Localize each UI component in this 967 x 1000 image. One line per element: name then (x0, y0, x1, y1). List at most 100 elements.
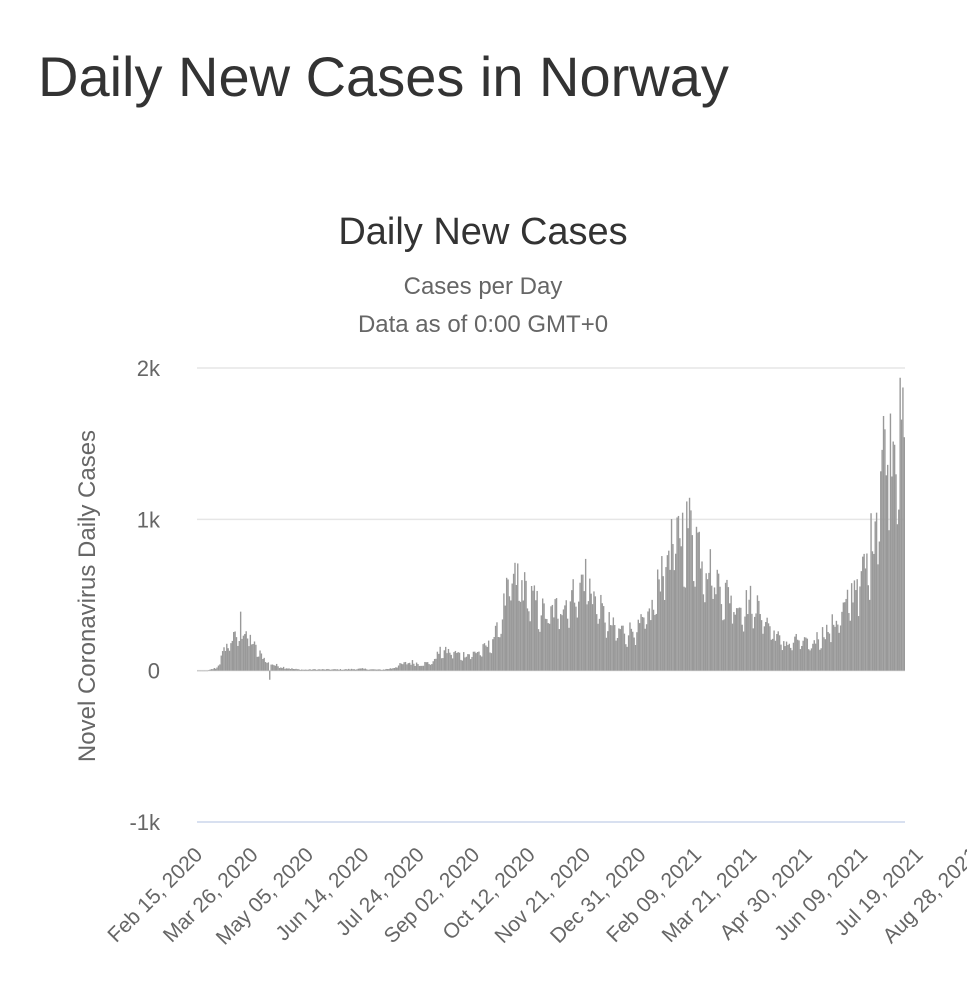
bar (489, 652, 491, 671)
bar (803, 637, 806, 671)
bar (249, 634, 252, 671)
bar (529, 621, 531, 671)
bar (490, 653, 493, 671)
bar (255, 644, 257, 671)
bar (440, 658, 443, 671)
bar (517, 563, 519, 671)
bar (643, 617, 645, 671)
bar (263, 657, 265, 671)
bar (392, 668, 394, 671)
bar (898, 509, 900, 671)
bar (842, 602, 845, 671)
bar (788, 643, 791, 671)
bar (661, 556, 663, 671)
bar (242, 635, 245, 671)
bar (832, 624, 835, 671)
bar (356, 669, 358, 671)
bar (602, 606, 605, 671)
bar (228, 650, 231, 671)
bar (461, 660, 464, 671)
bar (406, 664, 408, 671)
bar (895, 474, 897, 671)
bar (223, 647, 225, 671)
bar (270, 664, 272, 671)
bar (712, 598, 714, 671)
bar (547, 623, 549, 671)
bar (625, 644, 627, 671)
bar (745, 590, 748, 671)
bar (436, 651, 439, 671)
bar (504, 605, 506, 671)
bar (853, 580, 856, 671)
bar (773, 630, 775, 671)
bar (860, 571, 863, 671)
bar (518, 600, 520, 671)
bar (528, 611, 530, 671)
bar (535, 600, 537, 671)
bar (693, 581, 695, 671)
bar (215, 668, 217, 671)
bar (226, 643, 228, 671)
bar (485, 645, 487, 671)
bar (756, 595, 759, 671)
bar (349, 669, 351, 671)
bar (386, 669, 389, 671)
bar (525, 580, 527, 671)
bar (429, 664, 432, 671)
bar (221, 651, 224, 671)
bar (697, 532, 699, 671)
bar (431, 664, 433, 671)
bar (379, 669, 382, 671)
bar (867, 585, 869, 671)
bar (428, 664, 430, 671)
bar (291, 668, 293, 671)
bar (443, 650, 446, 671)
bar (686, 501, 688, 671)
bar (795, 633, 797, 671)
bar (619, 629, 621, 671)
y-tick-label: 0 (148, 659, 160, 684)
bar (377, 669, 379, 671)
bar (562, 609, 565, 671)
bar (374, 669, 376, 671)
bar (679, 538, 681, 671)
bar (303, 669, 306, 671)
bar (731, 623, 734, 671)
bar (763, 626, 766, 671)
bar (224, 650, 227, 671)
bar (821, 627, 824, 671)
bar (824, 639, 827, 671)
bar (844, 602, 846, 671)
bar (759, 614, 761, 671)
page-title: Daily New Cases in Norway (38, 45, 729, 108)
bar (796, 639, 799, 671)
bar (336, 669, 339, 671)
bar (213, 668, 216, 671)
bar (539, 631, 541, 671)
bar (348, 668, 350, 671)
bar (584, 558, 587, 671)
bar (627, 635, 630, 671)
bar (813, 640, 815, 671)
bar (655, 613, 657, 671)
bar (541, 598, 544, 671)
bar (469, 659, 472, 671)
bar (601, 603, 603, 671)
bar (407, 663, 409, 671)
bar (454, 650, 457, 671)
bar (239, 611, 242, 671)
bar (801, 645, 803, 671)
bar (701, 561, 703, 671)
bar (245, 631, 247, 671)
bar (791, 650, 793, 671)
bar (817, 639, 820, 671)
bar (402, 664, 404, 671)
bar (453, 652, 455, 671)
y-tick-label: -1k (129, 810, 161, 835)
bar (216, 667, 218, 671)
bar (638, 623, 641, 671)
bar (771, 638, 774, 671)
bar (251, 644, 253, 671)
bar (618, 628, 620, 671)
bar (235, 637, 238, 671)
